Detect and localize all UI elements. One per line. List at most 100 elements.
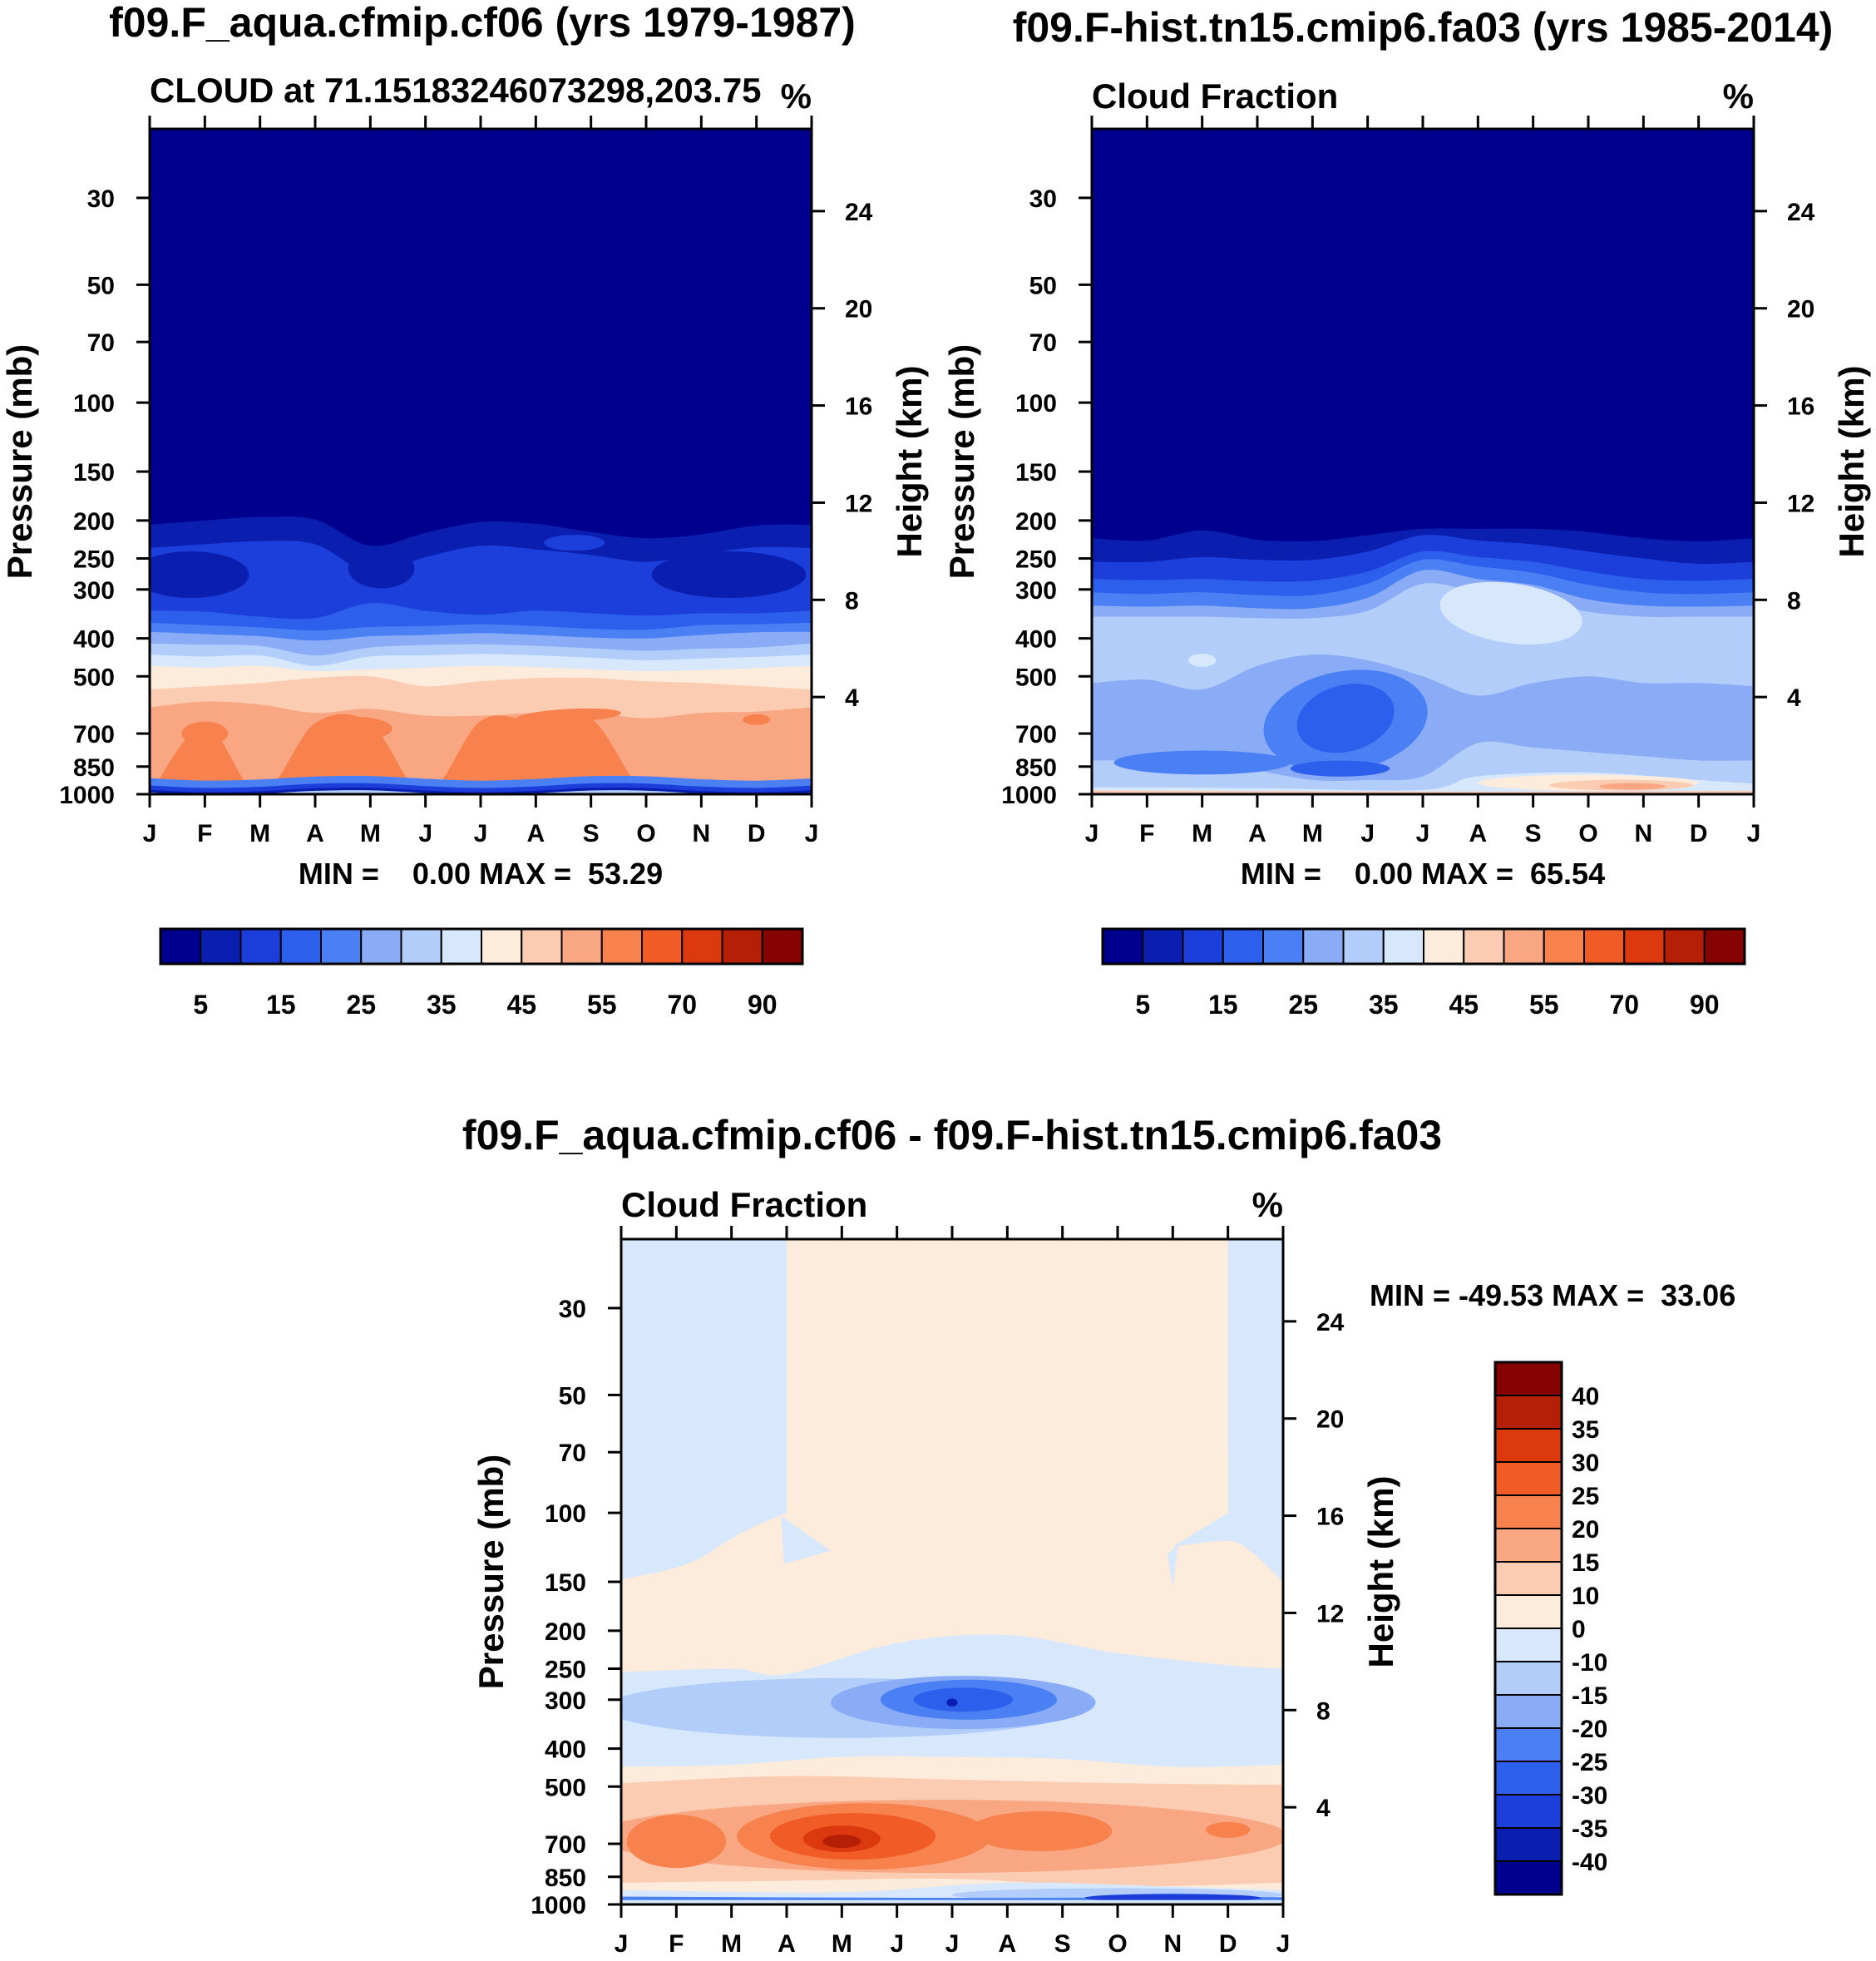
left-y-tick-label: 30 xyxy=(87,185,115,213)
left-warm-blob-2 xyxy=(315,716,392,741)
right-surface-warm-3 xyxy=(1599,783,1666,790)
right-y-right-tick-label: 8 xyxy=(1787,587,1801,615)
left-colorbar-label: 55 xyxy=(587,990,617,1020)
left-colorbar-box xyxy=(200,928,242,965)
difference-x-tick-label: S xyxy=(1054,1930,1071,1958)
difference-y-tick-label: 150 xyxy=(545,1569,586,1597)
right-x-tick-label: F xyxy=(1139,820,1154,847)
difference-x-tick-label: N xyxy=(1163,1930,1182,1958)
difference-y-axis-title: Pressure (mb) xyxy=(471,1455,511,1689)
left-y-tick-label: 150 xyxy=(73,459,115,487)
left-y-tick-label: 50 xyxy=(87,272,115,299)
difference-pos-4 xyxy=(1206,1821,1251,1838)
left-colorbar-box xyxy=(279,928,322,965)
left-y-tick-label: 200 xyxy=(73,508,115,536)
left-colorbar-label: 25 xyxy=(346,990,376,1020)
difference-colorbar-label: -15 xyxy=(1572,1682,1607,1710)
left-x-tick-label: D xyxy=(748,820,766,847)
right-y-tick-label: 700 xyxy=(1015,721,1057,748)
right-y-right-tick-label: 16 xyxy=(1787,393,1814,421)
left-y-tick-label: 300 xyxy=(73,577,115,605)
left-y-tick-label: 500 xyxy=(73,664,115,691)
left-panel-units: % xyxy=(781,77,812,116)
right-colorbar-frame xyxy=(1101,927,1746,966)
right-y-tick-label: 400 xyxy=(1015,626,1057,654)
difference-colorbar-label: 25 xyxy=(1572,1483,1599,1510)
difference-y-right-axis-title: Height (km) xyxy=(1361,1476,1400,1668)
difference-colorbar-label: -35 xyxy=(1572,1815,1607,1843)
right-y-tick-label: 50 xyxy=(1029,272,1057,299)
right-y-tick-label: 500 xyxy=(1015,664,1057,691)
right-y-right-axis-title: Height (km) xyxy=(1832,366,1871,558)
left-contour-band-55 xyxy=(150,713,812,794)
difference-y-tick-label: 1000 xyxy=(531,1892,586,1919)
difference-axes: J F M A M J J A S O N D J 30 50 70 100 150 200 250 300 400 500… xyxy=(531,1226,1345,1958)
difference-upper-neg-left xyxy=(621,1239,787,1580)
left-x-tick-label: O xyxy=(636,820,655,847)
right-colorbar-box xyxy=(1703,928,1745,965)
difference-x-tick-label: J xyxy=(890,1930,904,1958)
right-mid-low-2 xyxy=(1296,684,1395,753)
left-x-tick-label: S xyxy=(583,820,600,847)
right-colorbar-box xyxy=(1222,928,1264,965)
right-colorbar-label: 45 xyxy=(1449,990,1479,1020)
left-colorbar-box xyxy=(360,928,402,965)
difference-y-tick-label: 700 xyxy=(545,1831,586,1859)
right-x-tick-label: J xyxy=(1747,820,1761,847)
left-colorbar-box xyxy=(440,928,482,965)
difference-colorbar-box xyxy=(1494,1561,1563,1596)
difference-colorbar-box xyxy=(1494,1761,1563,1796)
left-y-tick-label: 400 xyxy=(73,626,115,654)
left-colorbar-box xyxy=(521,928,563,965)
left-colorbar-label: 70 xyxy=(667,990,697,1020)
left-y-right-axis-title: Height (km) xyxy=(890,366,929,558)
difference-neg-notch-2 xyxy=(1167,1544,1178,1588)
difference-y-tick-label: 300 xyxy=(545,1687,586,1715)
right-colorbar-box xyxy=(1583,928,1626,965)
difference-colorbar-label: -10 xyxy=(1572,1649,1607,1677)
left-colorbar-box xyxy=(600,928,643,965)
difference-y-right-tick-label: 24 xyxy=(1316,1309,1345,1336)
right-y-tick-label: 100 xyxy=(1015,390,1057,417)
left-x-tick-label: N xyxy=(692,820,710,847)
right-colorbar-label: 55 xyxy=(1529,990,1559,1020)
difference-x-tick-label: J xyxy=(945,1930,960,1958)
right-colorbar-box xyxy=(1623,928,1666,965)
difference-colorbar-box xyxy=(1494,1428,1563,1463)
difference-colorbar-box xyxy=(1494,1461,1563,1496)
left-y-tick-label: 250 xyxy=(73,546,115,574)
difference-colorbar-label: 35 xyxy=(1572,1416,1599,1444)
difference-x-tick-label: A xyxy=(998,1930,1016,1958)
difference-colorbar-frame xyxy=(1493,1361,1563,1896)
right-contour-field xyxy=(1092,129,1754,794)
difference-y-right-tick-label: 8 xyxy=(1316,1697,1330,1725)
right-colorbar: 5 15 25 35 45 55 70 90 xyxy=(1101,927,1746,1020)
left-x-tick-label: A xyxy=(526,820,545,847)
right-y-right-tick-label: 4 xyxy=(1787,684,1801,712)
right-y-tick-label: 1000 xyxy=(1001,782,1057,809)
right-colorbar-box xyxy=(1302,928,1345,965)
left-warm-blob-1 xyxy=(181,721,229,746)
right-x-tick-label: J xyxy=(1416,820,1430,847)
right-y-tick-label: 300 xyxy=(1015,577,1057,605)
right-colorbar-label: 90 xyxy=(1690,990,1720,1020)
difference-colorbar-box xyxy=(1494,1794,1563,1829)
left-x-tick-label: J xyxy=(418,820,432,847)
right-x-tick-label: J xyxy=(1085,820,1099,847)
difference-colorbar-box xyxy=(1494,1661,1563,1696)
difference-y-tick-label: 500 xyxy=(545,1774,586,1801)
left-colorbar-label: 15 xyxy=(266,990,296,1020)
right-x-tick-label: M xyxy=(1192,820,1212,847)
difference-surface-neg-35 xyxy=(1084,1894,1261,1902)
difference-x-tick-label: D xyxy=(1219,1930,1237,1958)
left-y-right-tick-label: 12 xyxy=(845,490,872,517)
left-pocket-light xyxy=(544,535,605,551)
difference-y-tick-label: 50 xyxy=(559,1382,586,1410)
left-colorbar-box xyxy=(641,928,684,965)
left-colorbar-box xyxy=(320,928,363,965)
left-colorbar-box xyxy=(560,928,603,965)
right-y-tick-label: 70 xyxy=(1029,329,1057,357)
difference-colorbar: 40 35 30 25 20 15 10 0 -10 -15 -20 -25 -30 -35 -40 xyxy=(1493,1361,1607,1896)
left-min-max-stats: MIN = 0.00 MAX = 53.29 xyxy=(299,857,663,891)
right-colorbar-label: 15 xyxy=(1208,990,1238,1020)
